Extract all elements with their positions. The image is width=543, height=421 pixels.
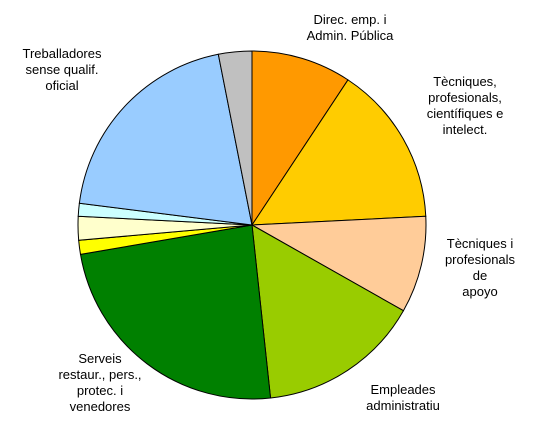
pie-slice [79, 224, 272, 400]
slice-label: Direc. emp. i Admin. Pública [306, 12, 394, 43]
slice-label: Serveis restaur., pers., protec. i vened… [58, 351, 142, 414]
slice-label: Treballadores sense qualif. oficial [22, 46, 102, 93]
slice-label: Empleades administratiu [366, 382, 440, 413]
pie-slice [78, 53, 253, 226]
slice-label: Tècniques i profesionals de apoyo [444, 236, 516, 299]
pie-slice [251, 50, 349, 227]
pie-slice [251, 79, 427, 226]
pie-slice [250, 215, 427, 312]
pie-slice [251, 224, 405, 399]
pie-slice [217, 50, 253, 226]
slice-label: Tècniques, profesionals, científiques e … [426, 74, 504, 137]
